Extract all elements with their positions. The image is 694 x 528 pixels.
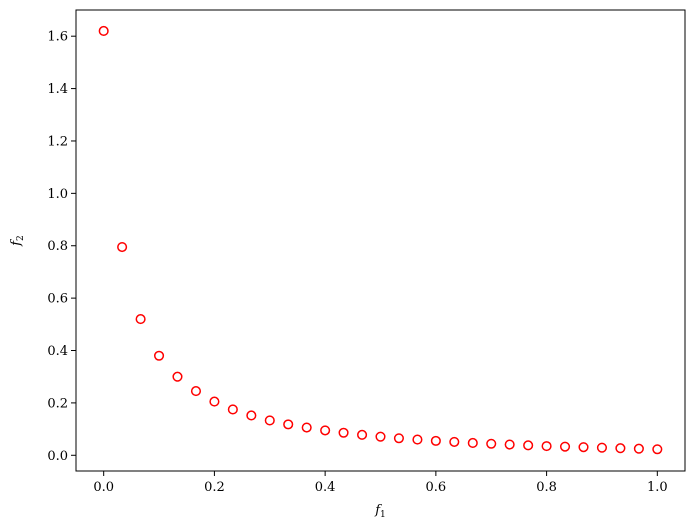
data-point xyxy=(153,350,165,361)
data-point xyxy=(523,440,534,451)
data-point xyxy=(430,435,441,446)
data-point xyxy=(467,437,478,449)
data-point xyxy=(578,442,589,453)
x-tick-label: 1.0 xyxy=(647,480,668,495)
x-tick-label: 0.0 xyxy=(93,480,114,495)
data-point xyxy=(486,438,497,449)
data-point xyxy=(320,425,331,436)
data-point xyxy=(652,444,663,455)
x-tick-label: 0.2 xyxy=(204,480,225,495)
y-tick-label: 1.2 xyxy=(47,134,68,149)
plot-area xyxy=(75,9,686,472)
data-point xyxy=(357,429,368,440)
data-point xyxy=(264,415,275,426)
data-point xyxy=(449,436,460,447)
data-point xyxy=(412,434,423,445)
data-point xyxy=(541,441,552,452)
data-point xyxy=(615,443,626,454)
x-axis-label: f1 xyxy=(374,503,386,520)
y-axis-label: f2 xyxy=(9,235,26,247)
plot-frame xyxy=(75,9,686,472)
data-point xyxy=(559,441,571,452)
y-tick-label: 1.6 xyxy=(47,30,68,45)
data-point xyxy=(393,433,404,444)
y-tick-label: 0.6 xyxy=(47,292,68,307)
data-point xyxy=(227,404,238,415)
data-point xyxy=(172,371,183,382)
data-markers xyxy=(98,25,663,455)
x-tick-label: 0.4 xyxy=(315,480,336,495)
data-point xyxy=(283,419,294,430)
x-tick-label: 0.8 xyxy=(536,480,557,495)
data-point xyxy=(117,241,128,253)
data-point xyxy=(633,443,644,454)
y-tick-label: 0.8 xyxy=(47,239,68,254)
x-axis: 0.0 0.2 0.4 0.6 0.8 1.0 xyxy=(93,471,668,495)
data-point xyxy=(375,431,386,442)
y-axis: 0.0 0.2 0.4 0.6 0.8 1.0 1.2 1.4 1.6 xyxy=(47,30,76,464)
data-point xyxy=(301,422,312,433)
data-point xyxy=(98,25,109,37)
y-tick-label: 0.2 xyxy=(47,396,68,411)
data-point xyxy=(135,314,146,325)
y-tick-label: 0.0 xyxy=(47,449,68,464)
data-point xyxy=(190,386,202,397)
data-point xyxy=(246,410,257,421)
data-point xyxy=(209,396,220,407)
x-tick-label: 0.6 xyxy=(426,480,447,495)
data-point xyxy=(338,427,349,438)
y-tick-label: 0.4 xyxy=(47,344,68,359)
data-point xyxy=(504,439,515,450)
y-tick-label: 1.0 xyxy=(47,187,68,202)
data-point xyxy=(596,442,608,453)
y-tick-label: 1.4 xyxy=(47,82,68,97)
